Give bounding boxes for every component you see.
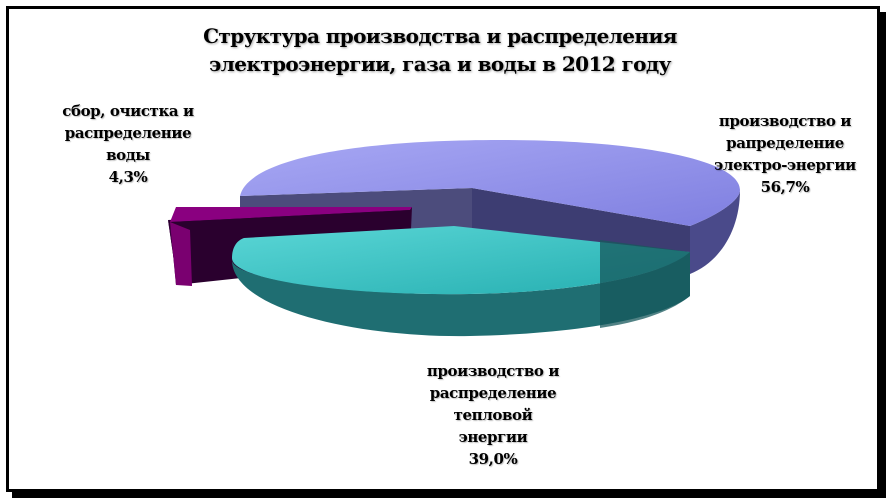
slice-label-water-line-3: воды (106, 146, 150, 164)
pie-slice-electricity-side (690, 190, 740, 274)
slice-label-electricity-line-1: производство и (718, 112, 852, 130)
pie-slice-heat-side (232, 252, 690, 337)
pie-slice-water-top-visible (170, 207, 412, 222)
slice-value-electricity: 56,7% (760, 178, 810, 196)
chart-title-line-2: электроэнергии, газа и воды в 2012 году (209, 52, 671, 76)
slice-label-heat-line-2: распределение (429, 384, 557, 402)
slice-label-heat-line-3: тепловой (453, 406, 533, 424)
slice-value-water: 4,3% (108, 168, 148, 186)
pie-slice-electricity-top (240, 140, 740, 226)
slice-label-water: сбор, очистка и распределение воды 4,3% (28, 100, 228, 188)
slice-label-heat: производство и распределение тепловой эн… (398, 360, 588, 470)
slice-label-water-line-1: сбор, очистка и (62, 102, 194, 120)
slice-value-heat: 39,0% (468, 450, 518, 468)
slice-label-heat-line-4: энергии (458, 428, 528, 446)
slice-label-heat-line-1: производство и (426, 362, 560, 380)
slice-label-electricity-line-3: электро-энергии (714, 156, 856, 174)
chart-title: Структура производства и распределения э… (180, 22, 700, 78)
pie-slice-heat-edge-right (600, 240, 690, 328)
pie-slice-heat (232, 226, 690, 337)
pie-slice-heat-top (232, 226, 690, 295)
chart-title-line-1: Структура производства и распределения (203, 24, 677, 48)
pie-slice-water-left-face (170, 222, 192, 286)
slice-label-electricity: производство и рапределение электро-энер… (690, 110, 880, 198)
slice-label-electricity-line-2: рапределение (726, 134, 844, 152)
slice-label-water-line-2: распределение (64, 124, 192, 142)
